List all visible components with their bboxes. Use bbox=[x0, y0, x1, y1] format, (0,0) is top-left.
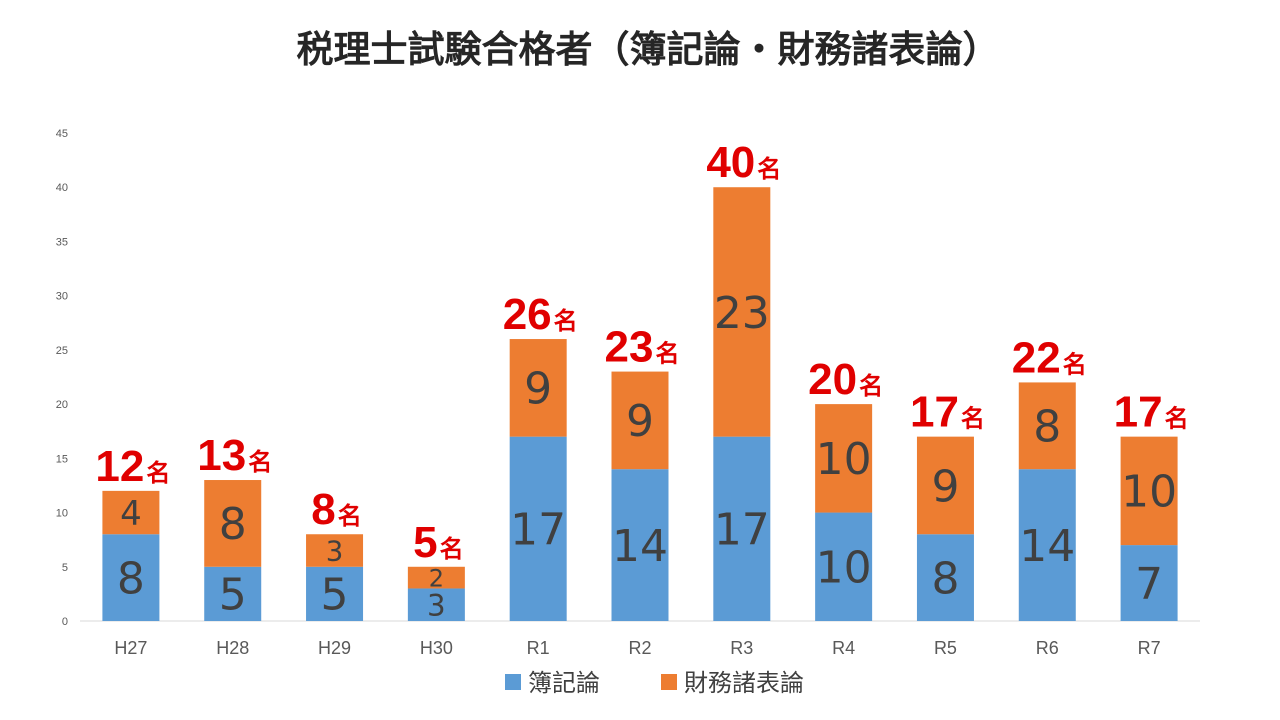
x-tick-label: H29 bbox=[318, 638, 351, 658]
x-tick-label: H28 bbox=[216, 638, 249, 658]
chart-title: 税理士試験合格者（簿記論・財務諸表論） bbox=[297, 28, 1000, 71]
y-tick-label: 25 bbox=[56, 345, 68, 357]
segment-value-label: 17 bbox=[714, 505, 770, 556]
segment-value-label: 2 bbox=[429, 564, 444, 592]
bars-layer bbox=[102, 187, 1178, 621]
segment-value-label: 14 bbox=[612, 521, 668, 572]
x-tick-label: R4 bbox=[832, 638, 855, 658]
segment-value-label: 9 bbox=[524, 364, 552, 415]
segment-value-label: 3 bbox=[326, 534, 344, 567]
legend-swatch bbox=[505, 674, 521, 690]
bar-segment-簿記論 bbox=[1120, 545, 1178, 621]
segment-value-label: 8 bbox=[1033, 402, 1061, 453]
bar-segment-簿記論 bbox=[1018, 469, 1076, 621]
legend-label: 財務諸表論 bbox=[684, 669, 804, 697]
total-label: 40名 bbox=[706, 138, 781, 187]
bar-segment-財務諸表論 bbox=[815, 404, 873, 513]
legend-item: 財務諸表論 bbox=[661, 669, 804, 697]
segment-value-label: 23 bbox=[714, 288, 770, 339]
total-label: 17名 bbox=[1114, 388, 1189, 437]
y-tick-label: 45 bbox=[56, 128, 68, 140]
bar-segment-財務諸表論 bbox=[102, 490, 160, 535]
bar-segment-財務諸表論 bbox=[306, 534, 364, 567]
x-tick-label: R6 bbox=[1036, 638, 1059, 658]
bar-segment-財務諸表論 bbox=[611, 371, 669, 470]
bar-segment-簿記論 bbox=[713, 436, 771, 621]
y-tick-label: 15 bbox=[56, 453, 68, 465]
total-label: 20名 bbox=[808, 355, 883, 404]
segment-value-label: 14 bbox=[1019, 521, 1075, 572]
segment-value-label: 5 bbox=[321, 570, 349, 621]
x-tick-label: H30 bbox=[420, 638, 453, 658]
total-label: 26名 bbox=[503, 290, 578, 339]
legend-label: 簿記論 bbox=[528, 669, 600, 697]
segment-value-label: 9 bbox=[626, 396, 654, 447]
segment-value-label: 8 bbox=[117, 553, 145, 604]
bar-segment-簿記論 bbox=[916, 534, 974, 621]
segment-value-label: 4 bbox=[120, 494, 142, 534]
segment-value-label: 8 bbox=[219, 499, 247, 550]
y-tick-label: 35 bbox=[56, 236, 68, 248]
segment-value-label: 17 bbox=[510, 505, 566, 556]
legend-swatch bbox=[661, 674, 677, 690]
total-label: 12名 bbox=[95, 442, 170, 491]
total-label: 5名 bbox=[413, 518, 463, 567]
bar-segment-簿記論 bbox=[204, 566, 262, 621]
y-tick-label: 10 bbox=[56, 508, 68, 520]
bar-segment-簿記論 bbox=[815, 512, 873, 621]
legend: 簿記論 財務諸表論 bbox=[505, 669, 804, 697]
bar-segment-財務諸表論 bbox=[713, 187, 771, 437]
bar-segment-簿記論 bbox=[102, 534, 160, 621]
segment-value-label: 9 bbox=[931, 461, 959, 512]
total-label: 8名 bbox=[311, 485, 361, 534]
segment-value-label: 5 bbox=[219, 570, 247, 621]
y-tick-label: 20 bbox=[56, 399, 68, 411]
bar-segment-財務諸表論 bbox=[1018, 382, 1076, 470]
segment-value-label: 3 bbox=[427, 588, 446, 622]
bar-segment-財務諸表論 bbox=[1120, 436, 1178, 546]
bar-segment-財務諸表論 bbox=[407, 566, 465, 589]
bar-segment-財務諸表論 bbox=[204, 480, 262, 567]
y-tick-label: 0 bbox=[62, 616, 68, 628]
x-tick-label: R3 bbox=[730, 638, 753, 658]
segment-value-label: 10 bbox=[1121, 467, 1177, 518]
y-tick-label: 30 bbox=[56, 291, 68, 303]
segment-value-label: 10 bbox=[816, 543, 872, 594]
total-label: 22名 bbox=[1012, 333, 1087, 382]
bar-segment-簿記論 bbox=[509, 436, 567, 621]
segment-value-label: 10 bbox=[816, 434, 872, 485]
bar-segment-簿記論 bbox=[611, 469, 669, 621]
x-tick-label: R5 bbox=[934, 638, 957, 658]
bar-segment-財務諸表論 bbox=[916, 436, 974, 535]
total-label: 17名 bbox=[910, 388, 985, 437]
segment-value-label: 8 bbox=[931, 553, 959, 604]
total-label: 13名 bbox=[197, 431, 272, 480]
x-tick-label: R2 bbox=[628, 638, 651, 658]
x-tick-label: R7 bbox=[1138, 638, 1161, 658]
bar-segment-財務諸表論 bbox=[509, 339, 567, 437]
bar-segment-簿記論 bbox=[306, 566, 364, 621]
total-label: 23名 bbox=[605, 323, 680, 372]
segment-value-label: 7 bbox=[1135, 559, 1163, 610]
x-tick-label: R1 bbox=[527, 638, 550, 658]
y-tick-label: 5 bbox=[62, 562, 68, 574]
bar-segment-簿記論 bbox=[407, 588, 465, 621]
legend-item: 簿記論 bbox=[505, 669, 600, 697]
y-tick-label: 40 bbox=[56, 182, 68, 194]
x-tick-label: H27 bbox=[114, 638, 147, 658]
